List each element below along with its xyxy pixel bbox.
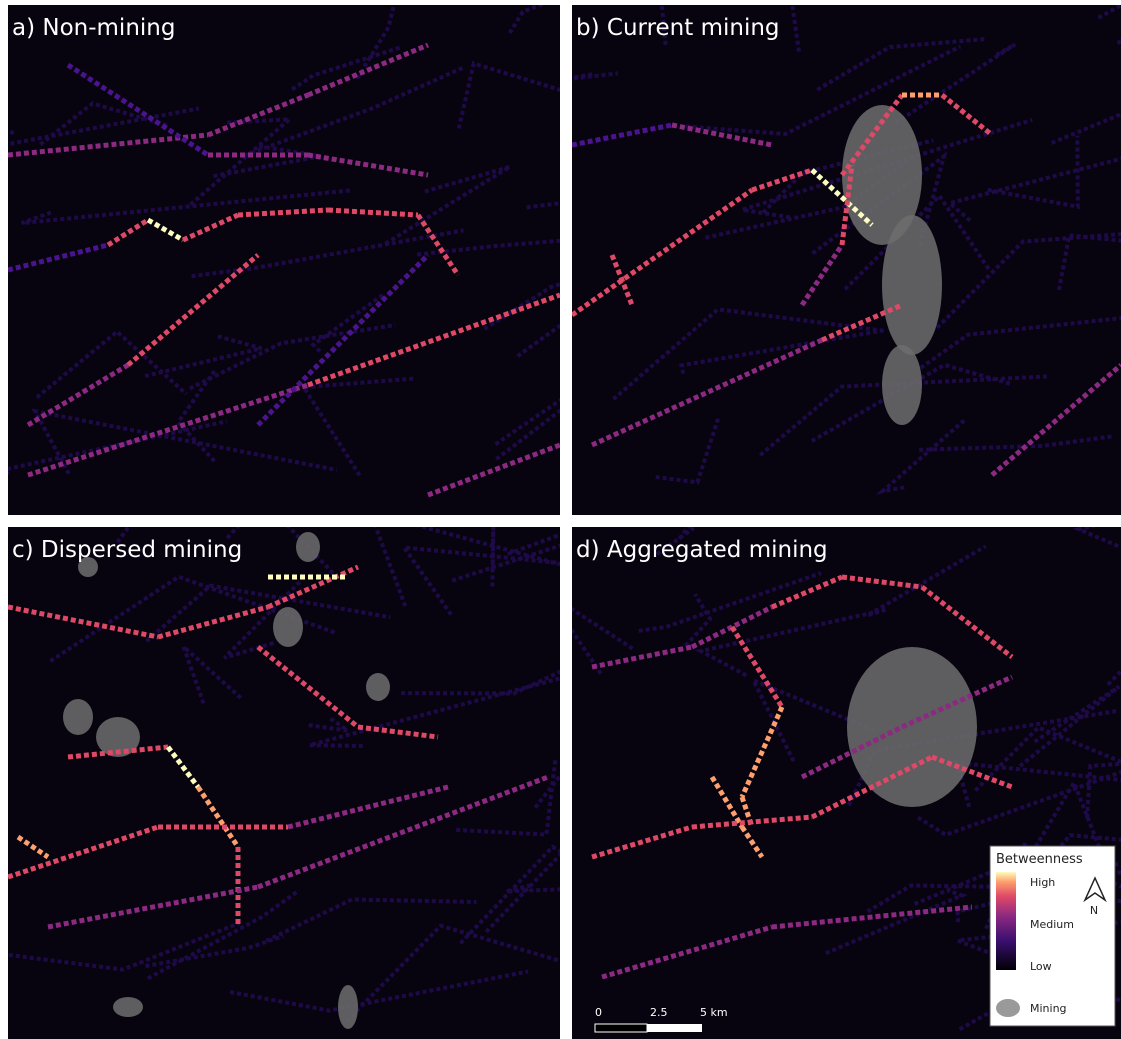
mining-area [882, 215, 942, 355]
map-panel: b) Current mining [548, 0, 1121, 515]
mining-area [296, 532, 320, 562]
panel-title: a) Non-mining [12, 15, 175, 41]
legend-medium: Medium [1030, 918, 1074, 931]
mining-area [366, 673, 390, 701]
panel-title: c) Dispersed mining [12, 537, 242, 563]
scale-segment [595, 1024, 647, 1032]
legend-high: High [1030, 876, 1055, 889]
mining-area [63, 699, 93, 735]
figure: a) Non-mining b) Current mining c) Dispers… [0, 0, 1121, 1039]
panel-title: d) Aggregated mining [576, 537, 828, 563]
scale-label: 5 km [700, 1006, 728, 1019]
mining-area [113, 997, 143, 1017]
map-background [8, 527, 560, 1039]
mining-area [882, 345, 922, 425]
scale-segment [647, 1024, 702, 1032]
legend-mining: Mining [1030, 1002, 1067, 1015]
scale-label: 0 [595, 1006, 602, 1019]
north-label: N [1090, 904, 1098, 917]
mining-area [847, 647, 977, 807]
mining-area [273, 607, 303, 647]
legend-gradient [996, 872, 1016, 970]
panel-title: b) Current mining [576, 15, 780, 41]
legend-low: Low [1030, 960, 1052, 973]
page: a) Non-mining b) Current mining c) Dispers… [0, 0, 1121, 1039]
mining-area [338, 985, 358, 1029]
legend-title: Betweenness [996, 852, 1083, 867]
scale-label: 2.5 [650, 1006, 668, 1019]
legend: Betweenness High Medium Low N Mining [990, 846, 1115, 1026]
legend-mining-swatch [996, 999, 1020, 1017]
